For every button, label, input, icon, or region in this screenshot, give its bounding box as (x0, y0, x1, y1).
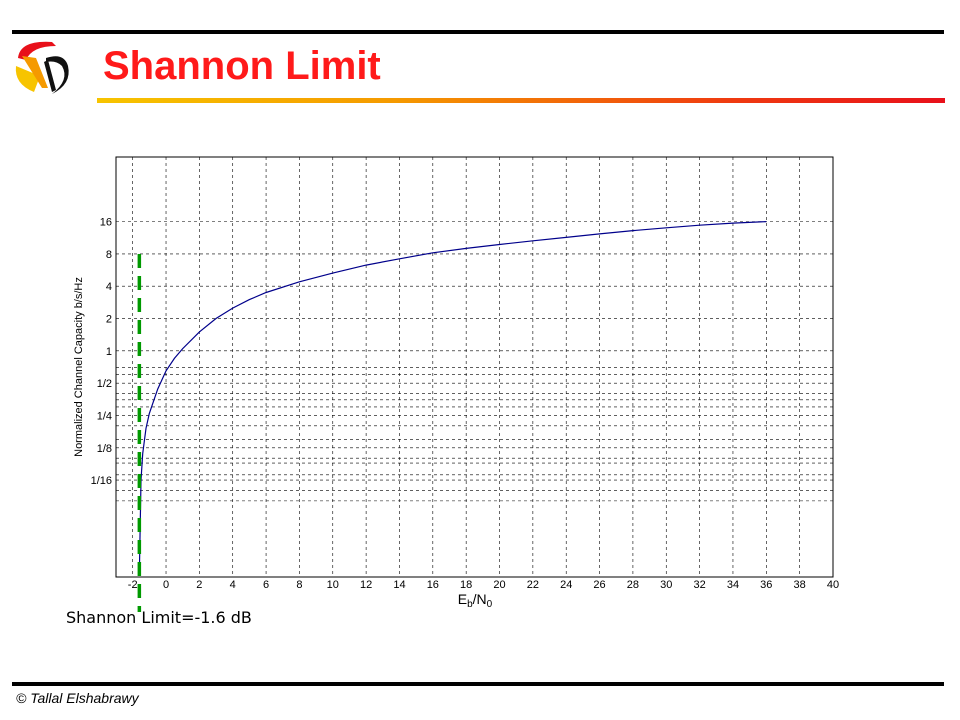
y-tick-label: 1/4 (97, 410, 112, 422)
x-tick-label: 26 (593, 579, 605, 591)
x-tick-label: 8 (296, 579, 302, 591)
capacity-curve (138, 221, 767, 566)
x-tick-label: 10 (327, 579, 339, 591)
x-tick-label: 16 (427, 579, 439, 591)
x-tick-label: 12 (360, 579, 372, 591)
x-tick-label: 40 (827, 579, 839, 591)
x-tick-label: 22 (527, 579, 539, 591)
x-tick-label: 30 (660, 579, 672, 591)
x-tick-label: 32 (693, 579, 705, 591)
x-axis-label: Eb/N0 (458, 591, 493, 610)
slide-title: Shannon Limit (103, 44, 381, 88)
y-tick-label: 1/8 (97, 443, 112, 455)
x-tick-label: 14 (393, 579, 405, 591)
x-tick-label: 20 (493, 579, 505, 591)
x-tick-label: 36 (760, 579, 772, 591)
y-axis-label: Normalized Channel Capacity b/s/Hz (73, 277, 85, 457)
x-tick-label: 2 (196, 579, 202, 591)
x-tick-label: 38 (794, 579, 806, 591)
y-tick-label: 2 (106, 314, 112, 326)
y-tick-label: 16 (100, 217, 112, 229)
copyright-footer: © Tallal Elshabrawy (16, 690, 139, 706)
y-tick-label: 1 (106, 346, 112, 358)
x-tick-label: 6 (263, 579, 269, 591)
x-tick-label: 28 (627, 579, 639, 591)
y-tick-label: 8 (106, 249, 112, 261)
x-tick-label: 34 (727, 579, 739, 591)
grid-layer (116, 157, 834, 577)
shannon-limit-annotation: Shannon Limit=-1.6 dB (66, 608, 252, 627)
bottom-rule (12, 682, 944, 686)
plot-area (115, 156, 834, 578)
x-tick-label: 18 (460, 579, 472, 591)
y-tick-label: 1/2 (97, 378, 112, 390)
x-tick-label: -2 (128, 579, 138, 591)
x-tick-label: 0 (163, 579, 169, 591)
tick-layer: -2 0 2 4 6 8 10 12 14 16 18 20 22 24 26 28 30 32 34 36 38 401… (91, 217, 840, 591)
university-logo-icon (15, 41, 69, 94)
x-tick-label: 24 (560, 579, 572, 591)
series-layer (138, 221, 767, 566)
top-rule (12, 30, 944, 34)
y-tick-label: 4 (106, 281, 112, 293)
title-rule (97, 98, 945, 103)
y-tick-label: 1/16 (91, 475, 112, 487)
x-tick-label: 4 (230, 579, 236, 591)
